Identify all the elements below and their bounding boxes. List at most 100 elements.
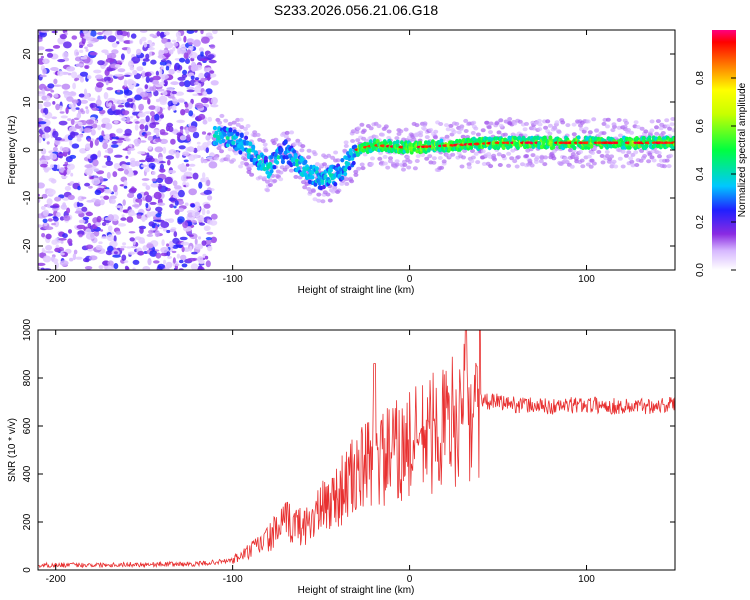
heatmap-cell (470, 149, 475, 153)
heatmap-cell (159, 129, 166, 135)
heatmap-cell (197, 243, 203, 248)
heatmap-cell (455, 138, 459, 144)
heatmap-cell (105, 123, 113, 130)
heatmap-cell (127, 192, 135, 198)
heatmap-cell (207, 116, 213, 122)
heatmap-cell (333, 150, 339, 155)
heatmap-cell (69, 139, 73, 146)
heatmap-cell (149, 122, 157, 129)
heatmap-cell (144, 124, 149, 132)
heatmap-cell (212, 125, 217, 131)
heatmap-cell (147, 39, 153, 45)
heatmap-cell (55, 212, 61, 218)
heatmap-cell (590, 150, 596, 155)
heatmap-cell (422, 127, 428, 132)
heatmap-cell (63, 215, 71, 221)
heatmap-cell (199, 58, 209, 62)
colorbar: 0.0 0.2 0.4 0.6 0.8 Normalized spectral ampl… (695, 30, 748, 277)
heatmap-cell (145, 131, 152, 136)
heatmap-cell (190, 203, 196, 208)
heatmap-cell (210, 97, 218, 105)
heatmap-cell (38, 38, 43, 43)
heatmap-cell (181, 263, 188, 268)
heatmap-cell (98, 241, 103, 244)
heatmap-cell (86, 75, 92, 80)
heatmap-y-label: Frequency (Hz) (7, 116, 18, 185)
heatmap-cell (116, 140, 124, 143)
heatmap-cell (543, 125, 549, 130)
heatmap-cell (62, 233, 68, 239)
heatmap-cell (117, 168, 124, 172)
heatmap-cell (554, 120, 560, 125)
heatmap-cell (202, 159, 208, 164)
heatmap-cell (263, 148, 269, 153)
heatmap-cell (157, 183, 163, 190)
heatmap-cell (292, 141, 298, 146)
heatmap-cell (514, 164, 520, 169)
heatmap-cell (100, 236, 108, 240)
heatmap-cell (60, 175, 68, 179)
heatmap-cell (183, 171, 193, 177)
heatmap-cell (537, 122, 543, 127)
heatmap-cell (53, 84, 62, 87)
heatmap-cell (424, 135, 430, 140)
heatmap-cell (243, 126, 248, 131)
heatmap-cell (671, 128, 675, 133)
heatmap-cell (64, 161, 69, 165)
heatmap-cell (111, 140, 118, 145)
heatmap-cell (497, 163, 503, 167)
snr-panel: -200 -100 0 100 0 200 400 600 800 1000 Height of… (7, 318, 676, 596)
heatmap-cell (439, 138, 444, 143)
heatmap-cell (117, 223, 127, 227)
heatmap-cell (194, 41, 201, 45)
heatmap-cell (154, 105, 161, 113)
heatmap-cell (651, 158, 657, 163)
heatmap-cell (53, 78, 58, 85)
heatmap-cell (188, 188, 197, 196)
heatmap-cell (144, 133, 148, 139)
heatmap-cell (38, 262, 46, 266)
heatmap-cell (182, 69, 188, 75)
heatmap-cell (646, 159, 652, 164)
heatmap-cell (148, 105, 156, 110)
heatmap-cell (136, 48, 142, 56)
heatmap-cell (74, 210, 83, 214)
heatmap-cell (84, 65, 89, 69)
y-tick-label: 0 (22, 567, 33, 573)
heatmap-cell (368, 126, 374, 131)
y-tick-label: 200 (22, 513, 33, 530)
heatmap-cell (543, 155, 548, 160)
heatmap-cell (517, 135, 522, 141)
heatmap-cell (235, 122, 241, 127)
heatmap-cell (309, 164, 314, 170)
heatmap-cell (87, 138, 91, 142)
heatmap-cell (330, 155, 336, 160)
snr-y-ticks: 0 200 400 600 800 1000 (22, 318, 675, 573)
heatmap-cell (278, 170, 284, 175)
heatmap-cell (82, 30, 87, 34)
heatmap-cell (552, 126, 558, 131)
heatmap-cell (198, 259, 205, 265)
heatmap-cell (60, 115, 68, 119)
heatmap-cell (248, 148, 253, 153)
heatmap-cell (78, 93, 85, 98)
heatmap-cell (150, 183, 159, 188)
heatmap-cell (620, 164, 626, 169)
heatmap-cell (59, 105, 63, 111)
heatmap-cell (147, 98, 151, 105)
heatmap-cell (200, 50, 204, 57)
heatmap-cell (431, 160, 437, 165)
heatmap-cell (620, 149, 626, 154)
heatmap-cell (161, 49, 169, 54)
colorbar-label: Normalized spectral amplitude (737, 82, 748, 217)
heatmap-cell (654, 131, 660, 136)
heatmap-cell (629, 130, 635, 135)
heatmap-cell (147, 258, 152, 266)
heatmap-cell (605, 124, 610, 129)
heatmap-cell (155, 138, 162, 143)
heatmap-cell (187, 146, 195, 152)
heatmap-cell (272, 165, 277, 170)
heatmap-cell (173, 231, 178, 238)
heatmap-cell (115, 205, 123, 209)
